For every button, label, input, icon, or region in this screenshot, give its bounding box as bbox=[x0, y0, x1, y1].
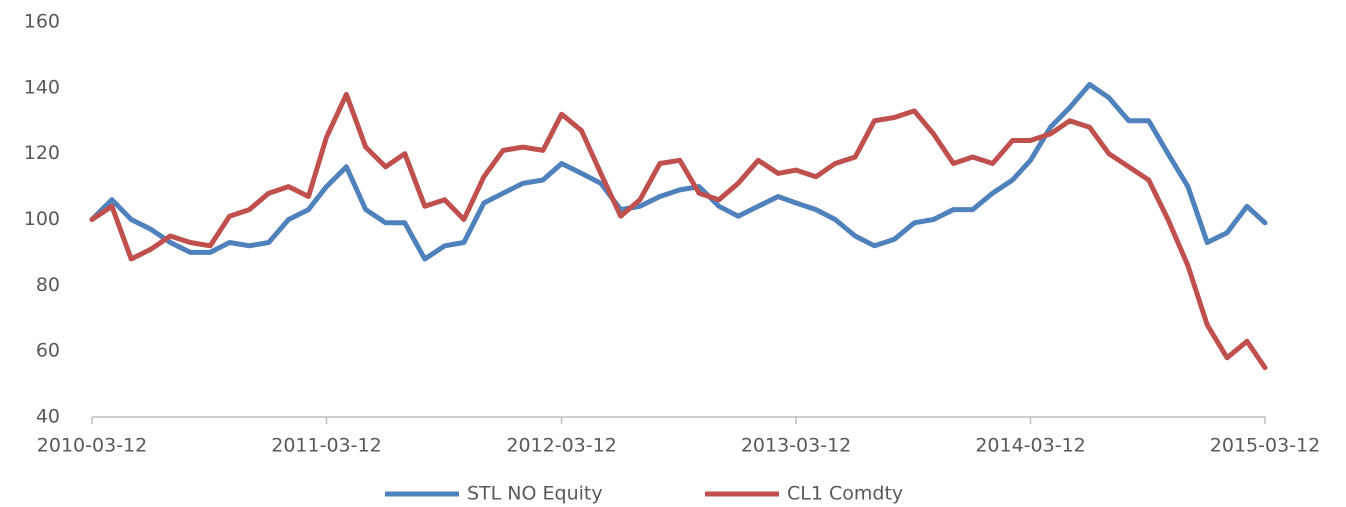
legend-label: STL NO Equity bbox=[467, 483, 603, 505]
y-tick-label: 120 bbox=[24, 142, 60, 164]
y-tick-label: 160 bbox=[24, 11, 60, 33]
y-tick-label: 100 bbox=[24, 208, 60, 230]
legend-label: CL1 Comdty bbox=[787, 483, 903, 505]
x-tick-label: 2011-03-12 bbox=[271, 435, 381, 457]
series-line bbox=[89, 91, 1268, 371]
x-tick-label: 2014-03-12 bbox=[975, 435, 1085, 457]
x-tick-label: 2012-03-12 bbox=[506, 435, 616, 457]
y-tick-label: 80 bbox=[36, 274, 60, 296]
x-tick-label: 2013-03-12 bbox=[741, 435, 851, 457]
y-tick-label: 60 bbox=[36, 340, 60, 362]
y-tick-label: 40 bbox=[36, 406, 60, 428]
series-line bbox=[89, 82, 1268, 262]
y-tick-label: 140 bbox=[24, 76, 60, 98]
x-tick-label: 2010-03-12 bbox=[37, 435, 147, 457]
x-tick-label: 2015-03-12 bbox=[1210, 435, 1320, 457]
